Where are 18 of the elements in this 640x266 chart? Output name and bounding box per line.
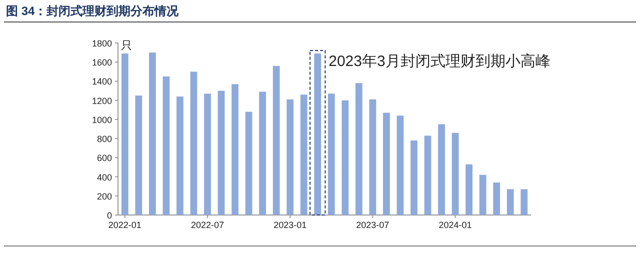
y-tick-label: 1200 xyxy=(92,96,112,106)
y-tick-label: 800 xyxy=(96,134,112,144)
y-axis-title: 只 xyxy=(121,40,132,52)
x-tick-label: 2023-01 xyxy=(274,220,307,230)
y-tick-label: 400 xyxy=(96,172,112,182)
x-tick-label: 2024-01 xyxy=(438,220,472,230)
y-tick-label: 1400 xyxy=(92,76,112,87)
x-tick-label: 2022-01 xyxy=(108,220,142,230)
y-tick-label: 600 xyxy=(96,153,112,164)
y-tick-label: 1600 xyxy=(92,58,112,68)
y-tick-label: 0 xyxy=(106,210,112,220)
annotation: 2023年3月封闭式理财到期小高峰 xyxy=(328,53,550,70)
x-tick-label: 2022-07 xyxy=(190,220,224,230)
y-tick-label: 1800 xyxy=(92,38,112,48)
x-tick-label: 2023-07 xyxy=(356,220,390,230)
y-tick-label: 200 xyxy=(96,191,112,202)
y-tick-label: 1000 xyxy=(92,114,112,125)
chart-title: 图 34：封闭式理财到期分布情况 xyxy=(6,4,180,18)
